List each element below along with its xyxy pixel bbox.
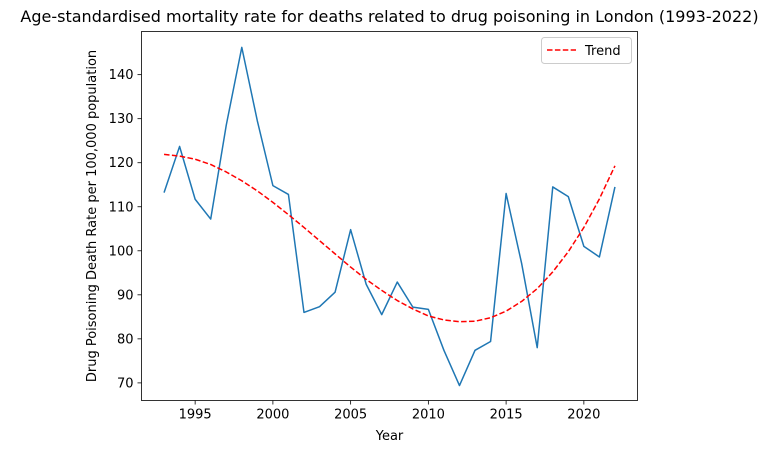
y-tick-label: 70 — [117, 376, 134, 391]
x-tick-label: 1995 — [179, 408, 212, 423]
legend-trend-label: Trend — [584, 44, 621, 59]
series-line-trend — [163, 153, 616, 323]
y-axis-label: Drug Poisoning Death Rate per 100,000 po… — [85, 50, 100, 382]
chart-title: Age-standardised mortality rate for deat… — [20, 7, 758, 26]
x-tick-label: 2005 — [334, 408, 367, 423]
y-tick-label: 110 — [109, 200, 134, 215]
legend-box — [541, 37, 632, 64]
x-axis-ticks: 1995 2000 2005 2010 2015 2020 — [179, 400, 600, 423]
x-tick-label: 2020 — [567, 408, 600, 423]
y-tick-label: 130 — [109, 112, 134, 127]
plot-frame — [141, 31, 638, 401]
y-axis-ticks: 70 80 90 100 110 120 130 140 — [109, 68, 142, 391]
x-tick-label: 2010 — [412, 408, 445, 423]
x-tick-label: 2015 — [490, 408, 523, 423]
series-line-death-rate — [163, 46, 616, 387]
y-tick-label: 120 — [109, 156, 134, 171]
y-tick-label: 140 — [109, 68, 134, 83]
y-tick-label: 90 — [117, 288, 134, 303]
legend: Trend — [541, 37, 632, 64]
y-tick-label: 80 — [117, 332, 134, 347]
x-axis-label: Year — [375, 429, 404, 444]
plot-area — [141, 31, 638, 401]
y-tick-label: 100 — [109, 244, 134, 259]
chart-marks — [163, 46, 616, 387]
x-tick-label: 2000 — [256, 408, 289, 423]
